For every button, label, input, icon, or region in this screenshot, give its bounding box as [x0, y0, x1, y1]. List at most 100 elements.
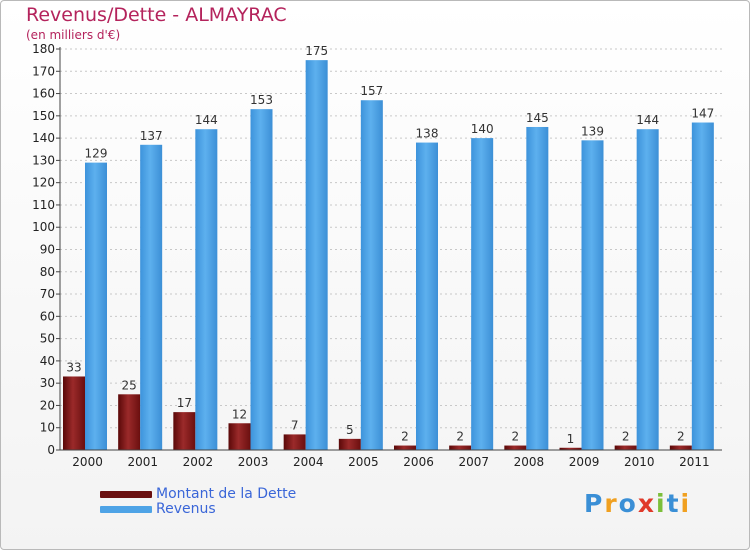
- legend-label-dette: Montant de la Dette: [156, 486, 297, 502]
- bar-revenus-2003: [250, 109, 273, 451]
- logo-letter: x: [637, 489, 656, 518]
- y-tick-label: 150: [32, 109, 55, 123]
- data-label-revenus: 145: [526, 111, 549, 125]
- x-tick-label: 2003: [238, 455, 269, 469]
- y-tick-label: 100: [32, 220, 55, 234]
- x-tick-label: 2002: [183, 455, 214, 469]
- chart-subtitle: (en milliers d'€): [26, 28, 121, 42]
- data-label-dette: 1: [567, 432, 575, 446]
- y-tick-label: 70: [40, 287, 55, 301]
- data-label-revenus: 144: [636, 113, 659, 127]
- x-tick-label: 2007: [458, 455, 489, 469]
- bar-dette-2011: [669, 445, 692, 450]
- data-label-revenus: 157: [360, 84, 383, 98]
- logo-letter: o: [618, 489, 638, 518]
- x-tick-label: 2005: [348, 455, 379, 469]
- data-label-dette: 2: [401, 430, 409, 444]
- data-label-dette: 2: [622, 430, 630, 444]
- bar-revenus-2011: [691, 122, 714, 451]
- y-tick-label: 140: [32, 131, 55, 145]
- legend-swatch-dette: [100, 490, 152, 498]
- bars: [63, 60, 714, 451]
- y-tick-label: 30: [40, 376, 55, 390]
- bar-revenus-2010: [636, 129, 659, 450]
- data-labels: 3312925137171441215371755157213821402145…: [66, 44, 714, 446]
- data-label-revenus: 144: [195, 113, 218, 127]
- data-label-revenus: 140: [471, 122, 494, 136]
- data-label-revenus: 129: [85, 147, 108, 161]
- x-tick-label: 2010: [624, 455, 655, 469]
- x-tick-label: 2011: [679, 455, 710, 469]
- x-tick-label: 2001: [127, 455, 158, 469]
- bar-dette-2002: [173, 412, 196, 450]
- y-tick-label: 60: [40, 309, 55, 323]
- y-tick-label: 90: [40, 243, 55, 257]
- logo-letter: r: [604, 489, 619, 518]
- y-axis-ticks: 0 10 20 30 40 50 60 70 80 90 100 110 120 130 140 150 160…: [32, 42, 60, 457]
- x-tick-label: 2008: [514, 455, 545, 469]
- bar-dette-2009: [559, 447, 582, 450]
- bar-revenus-2008: [526, 126, 549, 450]
- y-tick-label: 130: [32, 153, 55, 167]
- data-label-dette: 2: [512, 430, 520, 444]
- data-label-dette: 12: [232, 407, 247, 421]
- bar-dette-2007: [449, 445, 472, 450]
- legend-swatch-revenus: [100, 505, 152, 513]
- y-tick-label: 0: [47, 443, 55, 457]
- data-label-revenus: 175: [305, 44, 328, 58]
- y-tick-label: 160: [32, 87, 55, 101]
- bar-revenus-2000: [85, 162, 107, 450]
- proxiti-logo: Proxiti: [584, 489, 691, 518]
- bar-revenus-2007: [471, 138, 494, 450]
- x-tick-label: 2006: [403, 455, 434, 469]
- data-label-revenus: 138: [416, 127, 439, 141]
- legend-item-dette: Montant de la Dette: [100, 486, 296, 502]
- data-label-dette: 7: [291, 418, 299, 432]
- logo-letter: P: [584, 489, 605, 518]
- logo-letter: t: [666, 489, 681, 518]
- grid-lines: [60, 48, 722, 429]
- data-label-dette: 2: [677, 430, 685, 444]
- y-tick-label: 20: [40, 398, 55, 412]
- x-tick-label: 2000: [72, 455, 103, 469]
- data-label-dette: 25: [122, 378, 137, 392]
- x-axis-ticks: 2000 2001 2002 2003 2004 2005 2006 2007 2008 2009…: [72, 455, 709, 469]
- x-tick-label: 2004: [293, 455, 324, 469]
- y-tick-label: 110: [32, 198, 55, 212]
- data-label-dette: 2: [456, 430, 464, 444]
- data-label-revenus: 137: [140, 129, 163, 143]
- x-tick-label: 2009: [569, 455, 600, 469]
- y-tick-label: 40: [40, 354, 55, 368]
- bar-revenus-2006: [416, 142, 438, 451]
- y-tick-label: 170: [32, 64, 55, 78]
- bar-revenus-2001: [140, 144, 163, 451]
- y-tick-label: 80: [40, 265, 55, 279]
- y-tick-label: 180: [32, 42, 55, 56]
- data-label-dette: 5: [346, 423, 354, 437]
- bar-revenus-2005: [360, 100, 383, 450]
- data-label-revenus: 139: [581, 124, 604, 138]
- y-tick-label: 50: [40, 332, 55, 346]
- bar-dette-2006: [394, 445, 416, 450]
- bar-dette-2003: [228, 423, 251, 450]
- data-label-revenus: 147: [691, 107, 714, 121]
- chart-title: Revenus/Dette - ALMAYRAC: [26, 4, 287, 26]
- bar-dette-2001: [118, 394, 141, 450]
- y-tick-label: 10: [40, 421, 55, 435]
- data-label-revenus: 153: [250, 93, 273, 107]
- legend-item-revenus: Revenus: [100, 501, 216, 517]
- data-label-dette: 33: [66, 360, 81, 374]
- bar-dette-2008: [504, 445, 527, 450]
- bar-revenus-2002: [195, 129, 218, 450]
- data-label-dette: 17: [177, 396, 192, 410]
- bar-dette-2005: [338, 438, 361, 450]
- legend-label-revenus: Revenus: [156, 501, 216, 517]
- bar-dette-2004: [283, 434, 306, 450]
- bar-dette-2000: [63, 376, 85, 450]
- bar-dette-2010: [614, 445, 637, 450]
- logo-letter: i: [680, 489, 692, 518]
- bar-revenus-2004: [305, 60, 328, 451]
- y-tick-label: 120: [32, 176, 55, 190]
- bar-revenus-2009: [581, 140, 604, 451]
